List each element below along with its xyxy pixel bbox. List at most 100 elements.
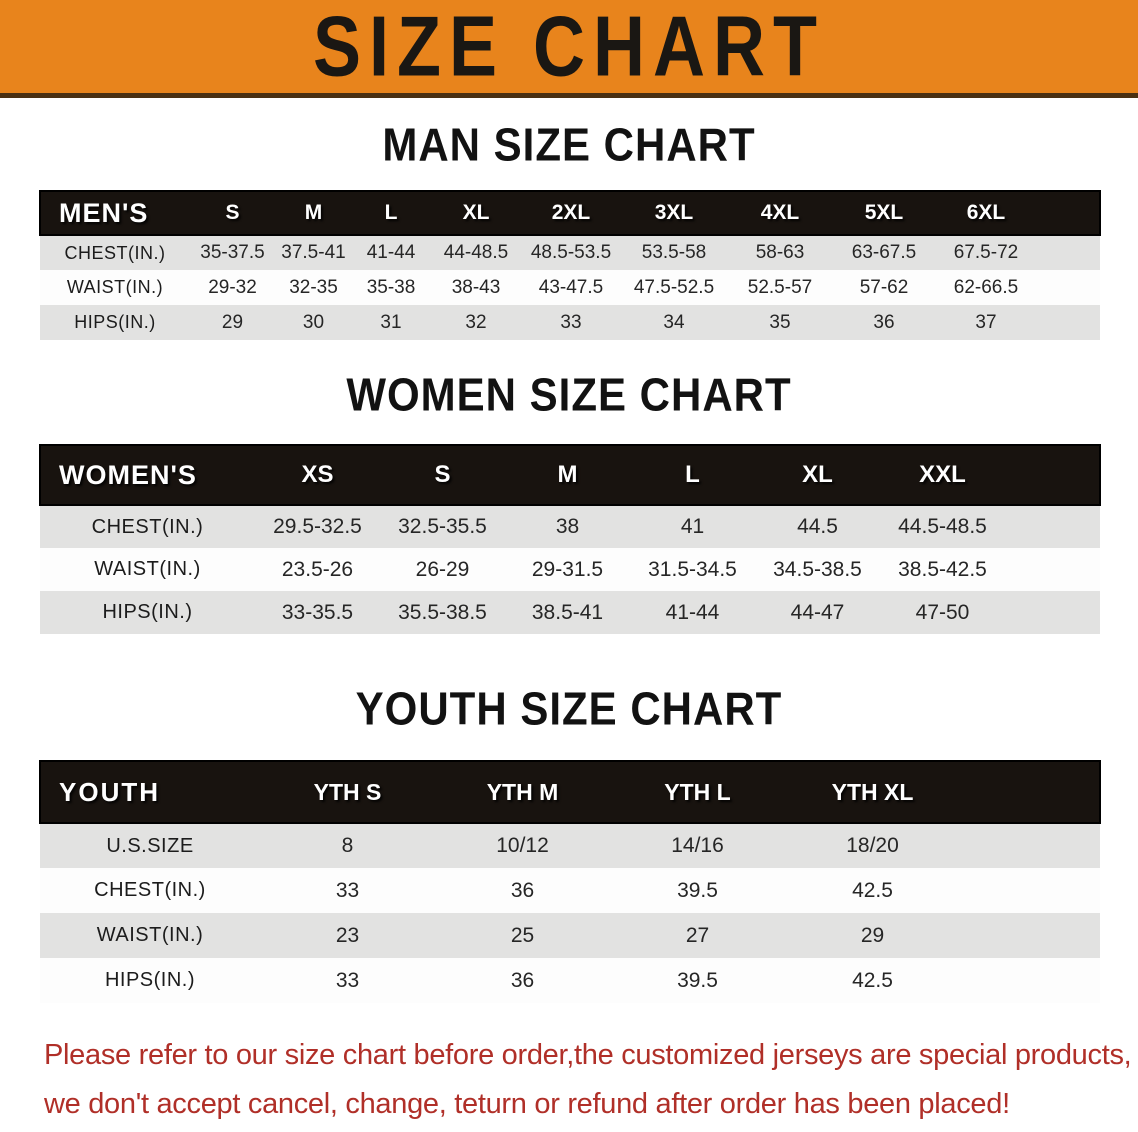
size-value: 29-31.5 <box>531 557 604 581</box>
size-value: 48.5-53.5 <box>530 242 612 263</box>
row-label: WAIST(IN.) <box>66 277 164 297</box>
size-value: 27 <box>685 923 710 947</box>
size-value: 38.5-42.5 <box>898 557 987 581</box>
size-value: 41 <box>680 515 705 538</box>
spacer-cell <box>960 868 1100 913</box>
size-value: 29 <box>860 923 885 947</box>
youth-size-table: YOUTH YTH S YTH M YTH L YTH XL U.S.SIZE … <box>39 760 1101 1003</box>
womens-corner-label: WOMEN'S <box>39 444 255 506</box>
table-row: HIPS(IN.) 33-35.5 35.5-38.5 38.5-41 41-4… <box>40 591 1100 634</box>
disclaimer: Please refer to our size chart before or… <box>0 1031 1138 1129</box>
size-value: 33 <box>335 968 360 992</box>
women-section-heading: WOMEN SIZE CHART <box>346 368 792 421</box>
size-value: 33 <box>560 311 582 333</box>
size-value: 32-35 <box>289 276 338 298</box>
mens-corner-label: MEN'S <box>39 190 190 236</box>
size-chart-banner: SIZE CHART <box>0 0 1138 98</box>
column-header: YTH XL <box>785 760 960 824</box>
size-value: 29 <box>221 311 244 333</box>
size-value: 35-37.5 <box>200 242 265 263</box>
spacer-cell <box>1036 305 1100 340</box>
size-value: 57-62 <box>859 276 909 298</box>
column-header: M <box>275 190 352 236</box>
row-label: CHEST(IN.) <box>91 515 204 538</box>
size-value: 43-47.5 <box>538 276 604 298</box>
table-row: WAIST(IN.) 29-32 32-35 35-38 38-43 43-47… <box>40 270 1100 305</box>
column-header: 2XL <box>522 190 620 236</box>
column-header: L <box>352 190 430 236</box>
size-value: 23 <box>335 923 360 947</box>
column-header: 5XL <box>832 190 936 236</box>
size-value: 23.5-26 <box>281 557 354 581</box>
size-value: 44-47 <box>790 600 845 624</box>
row-label: WAIST(IN.) <box>94 558 201 580</box>
size-value: 37.5-41 <box>281 242 346 263</box>
size-value: 31 <box>380 311 402 333</box>
size-value: 31.5-34.5 <box>648 557 737 581</box>
size-value: 52.5-57 <box>747 276 813 298</box>
column-header: XL <box>755 444 880 506</box>
size-value: 32.5-35.5 <box>398 515 487 538</box>
table-row: WAIST(IN.) 23.5-26 26-29 29-31.5 31.5-34… <box>40 548 1100 591</box>
size-value: 10/12 <box>496 834 549 857</box>
table-row: CHEST(IN.) 33 36 39.5 42.5 <box>40 868 1100 913</box>
column-header: 3XL <box>620 190 728 236</box>
size-value: 35.5-38.5 <box>398 600 487 624</box>
size-value: 44-48.5 <box>443 242 509 263</box>
size-value: 18/20 <box>846 834 899 857</box>
column-header: 4XL <box>728 190 832 236</box>
column-header: S <box>190 190 275 236</box>
size-value: 38 <box>555 515 580 538</box>
banner-title: SIZE CHART <box>313 0 825 94</box>
column-header: XS <box>255 444 380 506</box>
size-value: 42.5 <box>852 878 893 902</box>
spacer-cell <box>1005 444 1101 506</box>
table-row: U.S.SIZE 8 10/12 14/16 18/20 <box>40 823 1100 868</box>
size-value: 30 <box>302 311 325 333</box>
size-value: 39.5 <box>677 968 718 992</box>
size-value: 14/16 <box>671 834 724 857</box>
spacer-cell <box>960 760 1101 824</box>
column-header: 6XL <box>936 190 1036 236</box>
youth-size-section: YOUTH SIZE CHART YOUTH YTH S YTH M YTH L… <box>0 683 1138 1003</box>
size-value: 25 <box>510 923 535 947</box>
spacer-cell <box>1036 235 1100 270</box>
size-value: 63-67.5 <box>851 242 917 263</box>
size-value: 39.5 <box>677 878 718 902</box>
table-header-row: WOMEN'S XS S M L XL XXL <box>39 444 1101 506</box>
size-value: 37 <box>975 311 997 333</box>
table-row: HIPS(IN.) 33 36 39.5 42.5 <box>40 958 1100 1003</box>
size-value: 44.5-48.5 <box>898 515 987 538</box>
row-label: HIPS(IN.) <box>74 312 156 332</box>
size-value: 34 <box>663 311 685 333</box>
size-value: 42.5 <box>852 968 893 992</box>
column-header: XL <box>430 190 522 236</box>
mens-size-table: MEN'S S M L XL 2XL 3XL 4XL 5XL 6XL CHEST… <box>39 190 1101 340</box>
spacer-cell <box>1036 190 1101 236</box>
size-value: 67.5-72 <box>953 242 1019 263</box>
table-header-row: MEN'S S M L XL 2XL 3XL 4XL 5XL 6XL <box>39 190 1101 236</box>
size-value: 26-29 <box>415 557 470 581</box>
spacer-cell <box>1036 270 1100 305</box>
size-value: 38.5-41 <box>531 600 604 624</box>
womens-size-table: WOMEN'S XS S M L XL XXL CHEST(IN.) 29.5-… <box>39 444 1101 634</box>
table-row: WAIST(IN.) 23 25 27 29 <box>40 913 1100 958</box>
row-label: HIPS(IN.) <box>104 969 196 991</box>
man-size-section: MAN SIZE CHART MEN'S S M L XL 2XL 3XL 4X… <box>0 119 1138 340</box>
size-value: 47-50 <box>915 600 970 624</box>
size-value: 36 <box>510 968 535 992</box>
size-value: 34.5-38.5 <box>773 557 862 581</box>
size-value: 62-66.5 <box>953 276 1019 298</box>
disclaimer-line-2: we don't accept cancel, change, teturn o… <box>44 1088 1010 1120</box>
size-value: 36 <box>873 311 895 333</box>
table-row: CHEST(IN.) 29.5-32.5 32.5-35.5 38 41 44.… <box>40 505 1100 548</box>
spacer-cell <box>960 913 1100 958</box>
row-label: HIPS(IN.) <box>102 601 193 623</box>
size-value: 33 <box>335 878 360 902</box>
row-label: CHEST(IN.) <box>64 242 166 263</box>
size-value: 47.5-52.5 <box>633 276 715 298</box>
size-value: 58-63 <box>755 242 805 263</box>
disclaimer-line-1: Please refer to our size chart before or… <box>44 1039 1132 1071</box>
size-value: 8 <box>341 834 354 857</box>
column-header: YTH S <box>260 760 435 824</box>
